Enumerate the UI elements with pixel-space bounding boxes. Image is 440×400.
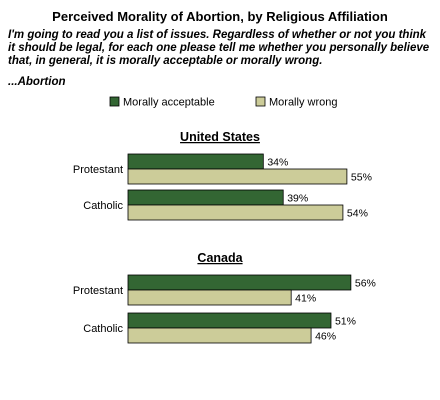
bar-united-states-protestant-morally-wrong	[127, 168, 348, 185]
data-label-united-states-protestant-morally-wrong: 55%	[351, 172, 372, 184]
panel-title-canada: Canada	[197, 251, 243, 265]
bar-canada-protestant-morally-acceptable	[127, 274, 352, 291]
category-label-united-states-catholic: Catholic	[83, 200, 123, 212]
bar-canada-protestant-morally-wrong	[127, 289, 292, 306]
subquestion-text: ...Abortion	[8, 76, 66, 88]
legend-swatch-morally-acceptable	[109, 96, 120, 107]
question-text: I'm going to read you a list of issues. …	[8, 29, 430, 67]
legend-label-morally-wrong: Morally wrong	[269, 97, 337, 109]
chart-title: Perceived Morality of Abortion, by Relig…	[52, 9, 388, 24]
bar-united-states-catholic-morally-wrong	[127, 204, 344, 221]
legend-label-morally-acceptable: Morally acceptable	[123, 97, 215, 109]
data-label-united-states-catholic-morally-acceptable: 39%	[287, 193, 308, 205]
data-label-united-states-protestant-morally-acceptable: 34%	[267, 157, 288, 169]
data-label-canada-catholic-morally-wrong: 46%	[315, 331, 336, 343]
category-label-canada-catholic: Catholic	[83, 323, 123, 335]
bar-canada-catholic-morally-wrong	[127, 327, 312, 344]
bar-canada-catholic-morally-acceptable	[127, 312, 332, 329]
category-label-canada-protestant: Protestant	[73, 285, 123, 297]
data-label-canada-protestant-morally-wrong: 41%	[295, 293, 316, 305]
bar-united-states-protestant-morally-acceptable	[127, 153, 264, 170]
panel-title-united-states: United States	[180, 130, 260, 144]
legend-swatch-morally-wrong	[255, 96, 266, 107]
bar-united-states-catholic-morally-acceptable	[127, 189, 284, 206]
category-label-united-states-protestant: Protestant	[73, 164, 123, 176]
data-label-canada-catholic-morally-acceptable: 51%	[335, 316, 356, 328]
data-label-united-states-catholic-morally-wrong: 54%	[347, 208, 368, 220]
data-label-canada-protestant-morally-acceptable: 56%	[355, 278, 376, 290]
